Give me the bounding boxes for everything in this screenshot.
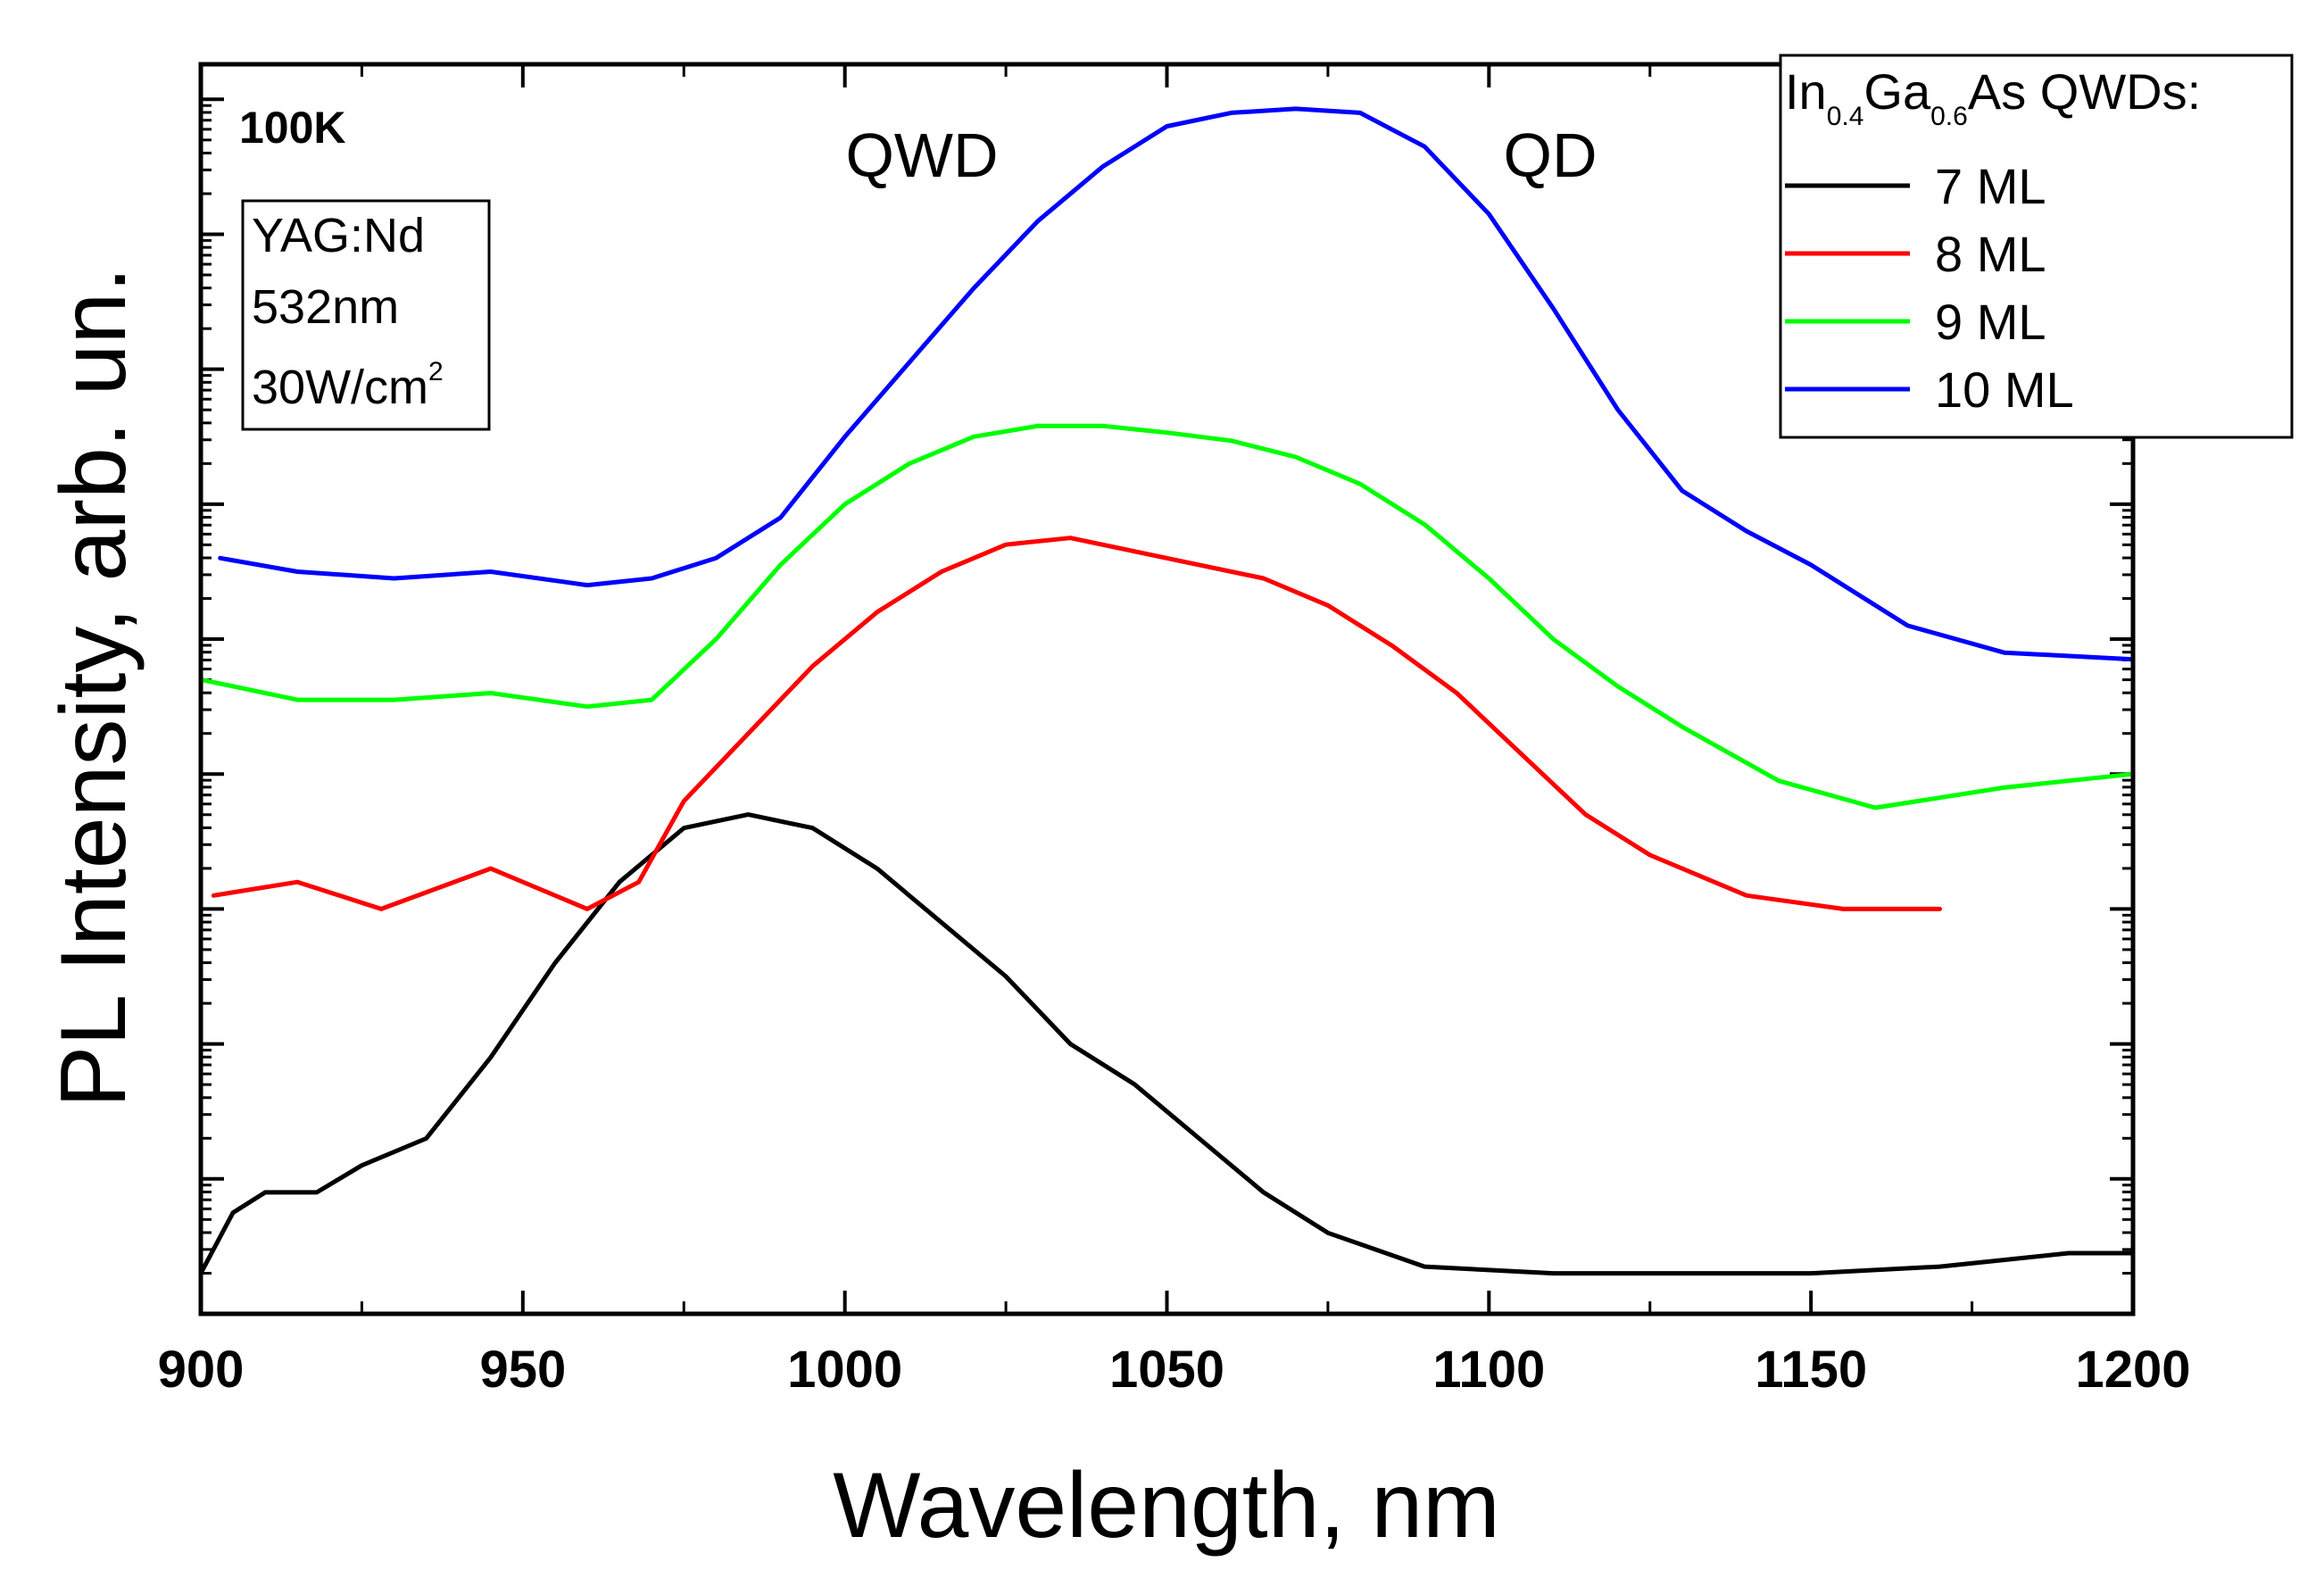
x-axis-title: Wavelength, nm — [833, 1454, 1500, 1558]
series-line-7-ml — [198, 812, 2136, 1276]
series-line-10-ml — [218, 106, 2136, 662]
legend-title-in-sub: 0.4 — [1827, 102, 1864, 131]
legend-title: In0.4Ga0.6As QWDs: — [1785, 63, 2201, 131]
excitation-laser: YAG:Nd — [252, 209, 425, 262]
excitation-box-frame — [241, 199, 491, 431]
x-tick-label: 1050 — [1109, 1341, 1224, 1399]
qd-label: QD — [1504, 120, 1598, 190]
x-tick-label: 1100 — [1432, 1341, 1545, 1399]
x-tick-label: 950 — [479, 1341, 566, 1399]
legend-title-in: In — [1785, 63, 1827, 120]
x-tick-label: 1000 — [787, 1341, 902, 1399]
excitation-power-value: 30W/cm — [252, 361, 428, 414]
legend-label: 10 ML — [1935, 361, 2074, 418]
series-layer — [198, 106, 2136, 1276]
excitation-power: 30W/cm2 — [252, 357, 444, 414]
legend-entries: 7 ML 8 ML 9 ML 10 ML — [1785, 158, 2074, 418]
x-tick-label: 1150 — [1755, 1341, 1867, 1399]
x-tick-labels: 900 950 1000 1050 1100 1150 1200 — [158, 1341, 2191, 1399]
excitation-power-sup: 2 — [428, 357, 444, 386]
legend-title-ga: Ga — [1863, 63, 1931, 120]
series-line-8-ml — [211, 536, 1942, 911]
legend-title-ga-sub: 0.6 — [1930, 102, 1968, 131]
x-tick-label: 900 — [158, 1341, 245, 1399]
legend-title-rest: As QWDs: — [1968, 63, 2201, 120]
legend: In0.4Ga0.6As QWDs: 7 ML 8 ML 9 ML 10 ML — [1779, 54, 2294, 439]
x-tick-label: 1200 — [2075, 1341, 2190, 1399]
legend-frame — [1779, 54, 2294, 439]
legend-label: 8 ML — [1935, 226, 2046, 282]
legend-label: 9 ML — [1935, 294, 2046, 350]
plot-frame — [198, 62, 2136, 1317]
y-axis-title: PL Intensity, arb. un. — [42, 267, 145, 1108]
series-line-9-ml — [198, 423, 2136, 810]
excitation-box: YAG:Nd 532nm 30W/cm2 — [241, 199, 491, 431]
excitation-wavelength: 532nm — [252, 280, 399, 334]
qwd-label: QWD — [845, 120, 998, 190]
legend-label: 7 ML — [1935, 158, 2046, 214]
temperature-label: 100K — [239, 103, 346, 153]
